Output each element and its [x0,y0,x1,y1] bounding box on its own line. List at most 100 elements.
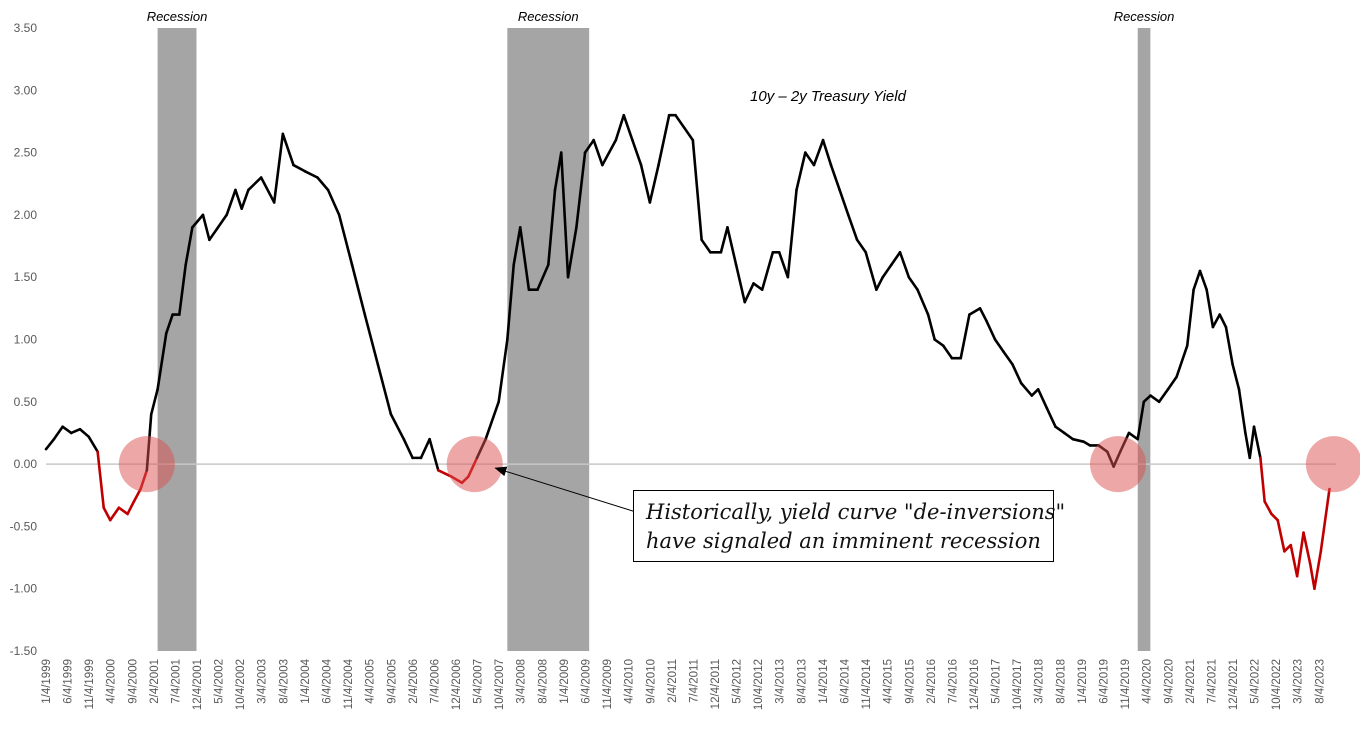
series-segment [622,113,634,142]
series-segment [592,138,604,167]
series-segment [316,176,330,192]
x-tick-label: 12/4/2011 [710,659,722,709]
series-segment [52,425,64,441]
x-tick-label: 7/4/2006 [429,659,441,704]
series-segment [201,213,211,242]
series-segment [512,226,522,267]
series-segment [78,427,90,438]
recession-band-3 [1137,28,1151,651]
series-segment [272,132,285,204]
y-tick-label: 0.00 [14,457,38,471]
x-tick-label: 5/4/2017 [990,659,1002,704]
y-tick-label: 2.50 [14,146,38,160]
series-segment [303,169,319,179]
series-segment [1263,500,1273,516]
x-tick-label: 11/4/2004 [343,658,355,709]
x-tick-label: 4/4/2020 [1142,659,1154,704]
series-segment [583,138,596,154]
x-tick-label: 9/4/2015 [904,659,916,704]
series-segment [376,363,393,416]
series-segment [1030,388,1040,397]
series-segment [1185,288,1195,348]
series-segment [978,307,988,323]
y-tick-label: 1.50 [14,270,38,284]
series-segment [1045,406,1057,429]
deinversion-highlight-1 [118,436,175,493]
x-tick-label: 3/4/2003 [257,659,269,704]
series-segment [838,188,850,217]
x-tick-label: 7/4/2001 [170,659,182,704]
x-tick-label: 1/4/2004 [300,658,312,703]
series-segment [1218,313,1228,329]
series-segment [575,151,587,229]
series-segment [363,313,380,366]
series-segment [191,213,205,229]
recession-band-1 [157,28,197,651]
x-tick-label: 5/4/2022 [1249,659,1261,704]
x-tick-label: 6/4/2004 [322,658,334,703]
series-segment [1136,400,1146,441]
series-segment [87,435,99,453]
x-tick-label: 3/4/2013 [775,659,787,704]
series-segment [419,437,431,460]
series-segment [547,188,557,267]
recession-band-2 [507,28,590,651]
deinversion-highlight-3 [1090,436,1147,493]
y-tick-label: -1.50 [10,644,38,658]
x-tick-label: 4/4/2005 [365,659,377,704]
x-tick-label: 10/4/2012 [753,659,765,710]
series-segment [777,250,790,279]
series-segment [916,288,930,316]
series-segment [795,151,807,192]
x-tick-label: 1/4/1999 [41,659,53,704]
deinversion-highlight-4 [1305,436,1360,493]
series-segment [178,263,187,316]
series-segment [648,163,660,204]
series-segment [631,138,643,167]
series-segment [1237,388,1247,435]
x-tick-label: 8/4/2018 [1055,659,1067,704]
series-segment [1062,431,1075,441]
x-tick-label: 8/4/2023 [1314,659,1326,704]
series-segment [1276,518,1286,553]
series-segment [259,176,276,204]
series-segment [993,338,1006,354]
series-segment [786,188,798,279]
series-segment [614,113,626,142]
x-tick-label: 4/4/2000 [106,659,118,704]
series-segment [1071,437,1085,443]
y-tick-label: 1.00 [14,333,38,347]
x-tick-label: 7/4/2016 [947,659,959,704]
series-segment [829,163,841,192]
series-segment [1198,269,1208,291]
series-segment [428,437,440,472]
x-tick-label: 11/4/2014 [861,658,873,709]
x-tick-label: 2/4/2016 [926,659,938,704]
series-segment [1259,456,1266,503]
series-segment [700,238,712,254]
series-segment [1166,375,1178,391]
series-segment [553,151,563,192]
x-tick-label: 8/4/2013 [796,659,808,704]
x-tick-label: 10/4/2017 [1012,659,1024,710]
x-tick-label: 12/4/2006 [451,659,463,710]
series-segment [719,226,729,254]
series-segment [1289,543,1299,578]
series-segment [117,506,129,516]
series-segment [601,138,618,167]
x-tick-label: 3/4/2008 [516,659,528,704]
series-segment [156,331,168,391]
series-segment [821,138,833,167]
series-segment [69,427,82,435]
series-segment [1231,363,1241,391]
series-segment [61,425,73,435]
series-segment [691,138,703,242]
series-segment [743,282,755,304]
series-segment [985,319,997,341]
series-segment [208,226,220,242]
x-tick-label: 3/4/2018 [1034,659,1046,704]
y-tick-label: -0.50 [10,519,38,533]
series-segment [225,188,237,217]
y-tick-label: 3.00 [14,83,38,97]
series-segment [933,338,945,348]
